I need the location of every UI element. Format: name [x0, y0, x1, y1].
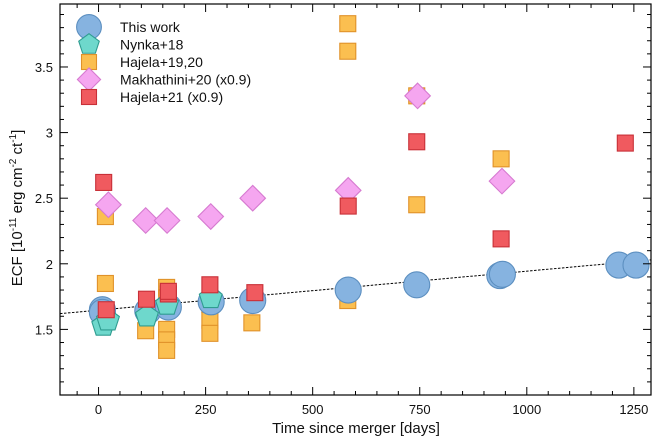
- x-tick-label: 0: [95, 402, 102, 417]
- legend-label: Nynka+18: [120, 37, 184, 53]
- data-points-layer: [88, 15, 650, 359]
- series-makhathini-20-x0-9: [94, 82, 516, 235]
- x-tick-label: 750: [409, 402, 431, 417]
- data-point: [492, 230, 510, 248]
- data-point: [622, 251, 650, 279]
- data-point: [158, 341, 176, 359]
- data-point: [137, 290, 156, 308]
- data-point: [134, 303, 159, 327]
- data-point: [339, 197, 357, 215]
- series-hajela-21-x0-9: [95, 133, 634, 319]
- y-axis-label-sup: -2: [8, 158, 19, 167]
- y-axis-label-part: erg cm: [9, 168, 26, 218]
- legend-label: Hajela+19,20: [120, 54, 203, 70]
- y-axis-label-part: ECF [10: [9, 231, 26, 286]
- x-axis-label: Time since merger [days]: [272, 420, 440, 437]
- axes-layer: 0 250 500 750 1000 1250 1.5 2 2.5 3 3.5: [35, 3, 652, 417]
- data-point: [197, 203, 225, 231]
- x-tick-label: 1000: [512, 402, 541, 417]
- legend-label: This work: [120, 19, 181, 35]
- y-axis-label-sup: -11: [8, 217, 19, 231]
- legend-marker: [80, 88, 98, 106]
- y-tick-label: 3.5: [35, 60, 53, 75]
- data-point: [132, 206, 160, 235]
- data-point: [408, 133, 426, 151]
- x-tick-label: 500: [302, 402, 324, 417]
- data-point: [339, 15, 357, 33]
- data-point: [95, 173, 113, 191]
- y-tick-label: 1.5: [35, 322, 53, 337]
- y-tick-label: 3: [46, 126, 53, 141]
- legend-entry: This work: [76, 14, 181, 40]
- data-point: [334, 276, 362, 304]
- data-point: [492, 150, 510, 168]
- legend-entry: Hajela+21 (x0.9): [80, 88, 223, 106]
- legend-entry: Nynka+18: [78, 33, 184, 54]
- data-point: [94, 191, 122, 219]
- data-point: [96, 274, 114, 293]
- data-point: [339, 42, 357, 60]
- legend-entry: Makhathini+20 (x0.9): [76, 67, 251, 92]
- y-axis-label-part: ]: [9, 130, 26, 134]
- y-axis-label-sup: -1: [8, 133, 19, 142]
- data-point: [403, 271, 431, 299]
- y-tick-label: 2.5: [35, 191, 53, 206]
- y-tick-label: 2: [46, 257, 53, 272]
- legend-marker: [78, 33, 100, 54]
- x-tick-label: 250: [195, 402, 217, 417]
- y-axis-label-part: ct: [9, 142, 26, 159]
- data-point: [239, 184, 267, 212]
- data-point: [97, 301, 115, 319]
- x-tick-label: 1250: [619, 402, 648, 417]
- data-point: [201, 324, 219, 342]
- legend-label: Hajela+21 (x0.9): [120, 89, 223, 105]
- data-point: [201, 276, 219, 294]
- y-axis-label: ECF [10-11 erg cm-2 ct-1]: [8, 130, 26, 287]
- data-point: [488, 167, 516, 195]
- data-point: [159, 282, 177, 300]
- data-point: [408, 196, 426, 214]
- legend-label: Makhathini+20 (x0.9): [120, 72, 251, 88]
- data-point: [153, 206, 181, 235]
- data-point: [616, 134, 634, 152]
- data-point: [243, 314, 261, 332]
- data-point: [488, 260, 516, 288]
- data-point: [404, 82, 432, 110]
- data-point: [246, 284, 264, 302]
- legend-marker: [76, 67, 102, 92]
- legend-entry: Hajela+19,20: [80, 53, 203, 71]
